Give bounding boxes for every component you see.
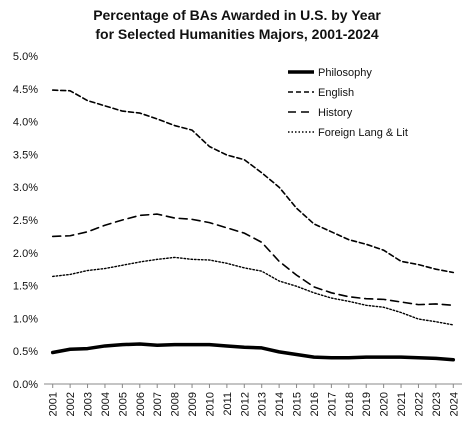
x-tick-label: 2004	[100, 392, 112, 416]
x-tick-label: 2015	[292, 392, 304, 416]
x-tick-label: 2020	[379, 392, 391, 416]
legend-label: Foreign Lang & Lit	[318, 127, 408, 139]
series-line	[51, 213, 455, 307]
chart-title-line-2: for Selected Humanities Majors, 2001-202…	[95, 26, 378, 42]
y-tick-label: 0.0%	[13, 379, 38, 391]
x-tick-label: 2001	[48, 392, 60, 416]
x-tick-label: 2008	[170, 392, 182, 416]
y-tick-label: 0.5%	[13, 346, 38, 358]
legend-label: Philosophy	[318, 67, 372, 79]
x-tick-label: 2019	[361, 392, 373, 416]
x-tick-label: 2017	[326, 392, 338, 416]
x-tick-label: 2006	[135, 392, 147, 416]
series-line	[51, 89, 455, 274]
y-tick-label: 4.0%	[13, 117, 38, 129]
x-tick-label: 2003	[83, 392, 95, 416]
y-tick-label: 2.0%	[13, 248, 38, 260]
x-tick-label: 2011	[222, 392, 234, 416]
chart-title-line-1: Percentage of BAs Awarded in U.S. by Yea…	[93, 7, 381, 23]
x-tick-label: 2024	[448, 392, 460, 416]
y-tick-label: 4.5%	[13, 84, 38, 96]
y-tick-label: 1.0%	[13, 313, 38, 325]
x-tick-label: 2023	[431, 392, 443, 416]
legend-label: English	[318, 87, 354, 99]
x-tick-label: 2009	[187, 392, 199, 416]
x-tick-label: 2021	[396, 392, 408, 416]
legend-label: History	[318, 107, 353, 119]
x-tick-label: 2016	[309, 392, 321, 416]
axes: 0.0% 0.5% 1.0% 1.5% 2.0% 2.5% 3.0% 3.5% 4.0% 4.5%…	[13, 51, 462, 416]
x-tick-label: 2010	[204, 392, 216, 416]
series-line	[52, 256, 454, 326]
x-tick-label: 2002	[65, 392, 77, 416]
y-tick-label: 1.5%	[13, 281, 38, 293]
series-layer	[50, 89, 456, 362]
x-tick-label: 2014	[274, 392, 286, 416]
x-tick-label: 2012	[239, 392, 251, 416]
y-tick-label: 3.5%	[13, 149, 38, 161]
y-tick-label: 3.0%	[13, 182, 38, 194]
x-tick-label: 2022	[413, 392, 425, 416]
y-tick-label: 5.0%	[13, 51, 38, 63]
x-tick-label: 2013	[257, 392, 269, 416]
x-tick-label: 2018	[344, 392, 356, 416]
series-line	[50, 342, 456, 362]
legend: Philosophy English History Foreign Lang & L…	[288, 67, 408, 139]
x-tick-label: 2005	[117, 392, 129, 416]
y-tick-label: 2.5%	[13, 215, 38, 227]
x-tick-label: 2007	[152, 392, 164, 416]
